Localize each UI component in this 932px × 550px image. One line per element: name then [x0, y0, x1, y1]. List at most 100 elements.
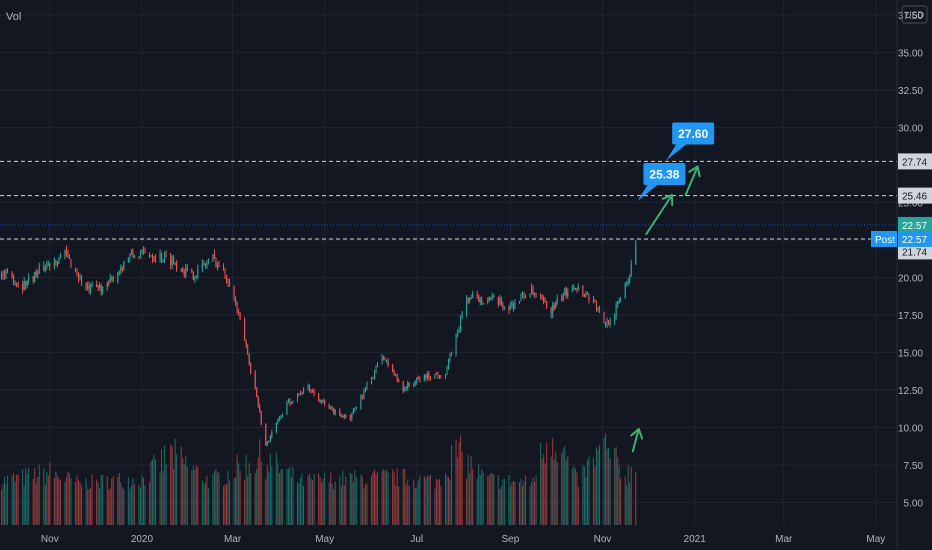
candle-body — [307, 384, 309, 388]
candle-body — [571, 288, 573, 292]
candle-body — [298, 393, 300, 396]
volume-bar — [235, 477, 237, 525]
volume-bar — [301, 473, 303, 525]
candle-body — [479, 299, 481, 302]
volume-bar — [100, 474, 102, 525]
candle-body — [14, 283, 16, 285]
candle-body — [518, 300, 521, 303]
volume-bar — [303, 486, 305, 525]
volume-bar — [222, 486, 225, 525]
volume-bar — [118, 473, 120, 525]
post-market-marker-label: 22.57 — [902, 235, 927, 246]
volume-bar — [275, 452, 277, 525]
volume-bar — [331, 483, 333, 525]
volume-bar — [343, 485, 345, 525]
candle-body — [328, 404, 330, 408]
candle-body — [449, 354, 451, 361]
currency-button[interactable]: USD — [901, 5, 928, 24]
candle-body — [265, 423, 267, 445]
candle-body — [197, 268, 199, 276]
volume-bar — [598, 445, 601, 525]
volume-bar — [373, 469, 376, 525]
candle-body — [324, 400, 326, 405]
candle-body — [207, 261, 209, 263]
volume-bar — [213, 471, 215, 525]
volume-bar — [183, 464, 185, 525]
candle-body — [615, 304, 617, 317]
candle-body — [70, 259, 72, 268]
y-tick-label: 30.00 — [898, 124, 923, 135]
volume-bar — [438, 478, 440, 525]
candle-body — [606, 320, 608, 326]
volume-bar — [571, 468, 573, 525]
volume-bar — [630, 466, 632, 525]
candle-body — [472, 294, 474, 298]
candle-body — [503, 306, 505, 308]
volume-bar — [310, 478, 312, 525]
volume-bar — [392, 469, 394, 525]
volume-bar — [56, 475, 58, 525]
volume-bar — [342, 470, 344, 525]
candle-body — [481, 299, 483, 304]
candle-body — [425, 375, 427, 379]
volume-bar — [120, 482, 122, 525]
volume-bar — [185, 456, 187, 525]
candle-body — [32, 276, 34, 282]
volume-bar — [173, 469, 175, 525]
volume-bar — [271, 466, 273, 525]
volume-bar — [544, 463, 546, 525]
candle-body — [565, 288, 567, 296]
candle-body — [340, 415, 342, 418]
volume-bar — [127, 477, 129, 525]
post-market-tag: Post — [875, 235, 895, 246]
candle-body — [392, 365, 394, 373]
candle-body — [617, 303, 619, 305]
candle-body — [37, 270, 39, 275]
volume-bar — [269, 453, 271, 525]
candle-body — [351, 413, 353, 420]
candle-body — [109, 277, 111, 283]
volume-bar — [206, 476, 208, 525]
volume-bar — [512, 481, 514, 525]
volume-bar — [55, 471, 57, 525]
candle-body — [254, 372, 256, 390]
volume-bar — [478, 464, 480, 525]
candle-body — [77, 275, 80, 280]
candle-body — [588, 294, 590, 301]
y-tick-label: 5.00 — [904, 499, 924, 510]
candle-body — [608, 320, 610, 325]
candle-body — [384, 359, 386, 361]
candle-body — [275, 423, 277, 432]
volume-bar — [597, 450, 599, 525]
candle-body — [35, 272, 37, 275]
candle-body — [546, 301, 548, 308]
target-callout-box — [672, 122, 715, 145]
candle-body — [195, 275, 197, 279]
candle-body — [271, 431, 273, 437]
candle-body — [280, 417, 282, 419]
candle-body — [618, 300, 620, 304]
annotation-arrow-head — [661, 194, 674, 206]
volume-bar — [402, 469, 404, 525]
y-tick-label: 10.00 — [898, 424, 923, 435]
candle-body — [552, 305, 554, 315]
volume-bar — [22, 468, 24, 525]
volume-bar — [395, 485, 397, 525]
candle-body — [383, 356, 385, 360]
volume-bar — [312, 480, 314, 525]
candle-body — [87, 285, 89, 289]
candle-body — [76, 271, 78, 276]
volume-bar — [74, 482, 77, 525]
volume-bar — [238, 463, 240, 525]
candle-body — [224, 268, 226, 277]
volume-bar — [541, 458, 543, 525]
volume-bar — [404, 468, 406, 525]
candle-body — [529, 294, 531, 297]
volume-bar — [349, 472, 351, 525]
candle-body — [500, 298, 502, 305]
candle-body — [25, 280, 27, 286]
volume-bar — [386, 469, 388, 525]
volume-bar — [192, 465, 194, 525]
